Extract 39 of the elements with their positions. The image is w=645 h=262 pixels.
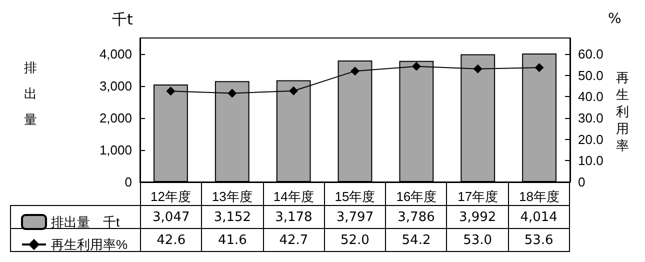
y-tick-label: 0	[124, 174, 132, 190]
data-label: 41.6	[202, 228, 264, 252]
text: 千t	[112, 10, 133, 28]
legend-label: 排出量 千t	[51, 214, 120, 230]
data-label: 3,992	[446, 206, 508, 228]
y2-tick-label: 30.0	[578, 110, 604, 126]
y-tick-label: 2,000	[99, 110, 132, 126]
data-label: 3,797	[324, 206, 386, 228]
data-label: 4,014	[508, 206, 570, 228]
y-tick-label: 1,000	[99, 142, 132, 158]
data-label: 53.6	[508, 228, 570, 252]
data-label: 54.2	[386, 228, 447, 252]
y2-tick-label: 20.0	[578, 132, 604, 147]
x-tick-label: 17年度	[458, 189, 498, 204]
data-label: 3,152	[202, 206, 264, 228]
y2-tick-label: 50.0	[578, 68, 604, 83]
legend-label: 再生利用率%	[51, 237, 128, 252]
data-label: 53.0	[446, 228, 508, 252]
x-tick-label: 12年度	[150, 189, 191, 204]
y2-axis-title: 再生利用率	[616, 71, 629, 154]
y2-tick-label: 40.0	[578, 89, 604, 104]
y-axis-title: 排出量	[24, 61, 37, 128]
y-tick-label: 3,000	[99, 78, 132, 94]
x-tick-label: 18年度	[519, 189, 560, 204]
data-label: 42.7	[263, 228, 324, 252]
x-tick-label: 16年度	[396, 189, 437, 204]
y2-tick-label: 10.0	[578, 153, 604, 168]
data-label: 42.6	[140, 228, 202, 252]
data-label: 3,178	[263, 206, 324, 228]
data-label: 3,786	[386, 206, 447, 228]
y2-tick-label: 0	[578, 174, 586, 190]
y2-tick-label: 60.0	[578, 46, 604, 62]
y-tick-label: 4,000	[99, 46, 132, 62]
data-label: 3,047	[140, 206, 202, 228]
text: %	[608, 11, 622, 27]
data-label: 52.0	[324, 228, 386, 252]
x-tick-label: 13年度	[212, 189, 252, 204]
x-tick-label: 15年度	[334, 189, 376, 204]
x-tick-label: 14年度	[273, 189, 314, 204]
